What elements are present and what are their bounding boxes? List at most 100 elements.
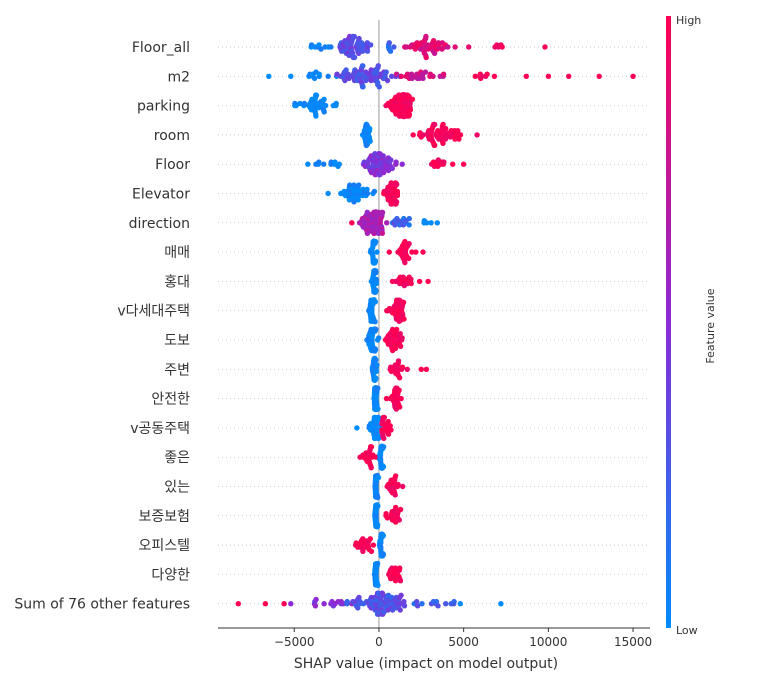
shap-dot	[392, 345, 399, 352]
shap-dot	[430, 38, 437, 44]
shap-dot	[479, 73, 485, 80]
shap-dot	[374, 362, 380, 368]
shap-dot	[373, 368, 380, 375]
shap-dot	[395, 358, 402, 364]
feature-label: 주변	[164, 362, 190, 378]
shap-dot	[545, 73, 552, 80]
shap-dot	[397, 565, 403, 571]
shap-dot	[386, 249, 392, 255]
shap-dot	[408, 280, 414, 287]
shap-dot	[316, 42, 322, 48]
shap-dot	[406, 222, 412, 228]
shap-dot	[356, 35, 362, 42]
feature-label: 보증보험	[138, 509, 190, 525]
shap-dot	[288, 601, 294, 607]
shap-dot	[455, 128, 461, 134]
shap-dot	[456, 136, 462, 142]
shap-dot	[542, 44, 548, 50]
shap-dot	[367, 536, 373, 542]
shap-dot	[373, 239, 379, 245]
shap-dot	[457, 601, 463, 607]
shap-dot	[392, 492, 398, 498]
shap-dot	[370, 542, 377, 548]
shap-dot	[266, 73, 272, 80]
shap-dot	[386, 305, 393, 312]
shap-dot	[423, 33, 429, 40]
shap-dot	[380, 153, 386, 159]
shap-dot	[323, 102, 329, 109]
shap-dot	[368, 465, 374, 471]
feature-label: m2	[167, 69, 190, 85]
shap-dot	[474, 132, 480, 138]
shap-dot	[356, 182, 362, 188]
feature-label: 안전한	[151, 392, 190, 408]
shap-dot	[318, 46, 324, 52]
shap-dot	[457, 132, 464, 138]
shap-dot	[398, 592, 404, 598]
shap-dot	[383, 69, 389, 75]
shap-dot	[451, 598, 457, 605]
x-axis: −5000 0 5000 10000 15000	[218, 627, 652, 649]
shap-dot	[371, 188, 378, 195]
colorbar-gradient	[666, 16, 671, 628]
shap-dot	[423, 366, 430, 372]
shap-dot	[328, 44, 334, 50]
shap-dot	[435, 157, 441, 163]
shap-dot	[332, 159, 338, 165]
shap-dot	[435, 603, 441, 609]
feature-label: Elevator	[132, 187, 190, 203]
shap-dot	[413, 249, 419, 255]
x-axis-title: SHAP value (impact on model output)	[294, 656, 558, 672]
shap-dot	[393, 504, 399, 511]
shap-dot	[375, 63, 381, 69]
shap-dot	[419, 601, 425, 607]
shap-dot	[499, 44, 505, 50]
shap-dot	[321, 601, 327, 607]
shap-dot	[321, 109, 327, 115]
shap-dot	[394, 188, 401, 195]
shap-dot	[354, 425, 360, 431]
shap-dot	[368, 42, 374, 48]
shap-dot	[397, 506, 404, 513]
shap-dot	[374, 522, 381, 528]
shap-dot	[376, 335, 382, 341]
shap-dot	[375, 582, 381, 589]
shap-dot	[372, 347, 379, 353]
shap-dot	[380, 444, 387, 450]
shap-dot	[418, 366, 424, 372]
shap-dot	[368, 548, 375, 555]
shap-dot	[397, 578, 404, 584]
shap-dot	[336, 161, 342, 167]
shap-dot	[373, 276, 379, 282]
shap-dot	[394, 181, 400, 187]
shap-dot	[406, 255, 412, 262]
shap-dot	[316, 159, 322, 165]
shap-dot	[333, 100, 339, 107]
feature-labels: Floor_all m2 parking room Floor Elevator direc…	[14, 40, 190, 613]
shap-dot	[484, 71, 490, 77]
shap-dot	[399, 335, 405, 341]
shap-dot	[409, 96, 416, 103]
shap-dot	[372, 299, 378, 305]
shap-dot	[364, 190, 371, 197]
feature-label: 있는	[164, 480, 190, 496]
feature-label: room	[154, 128, 190, 144]
shap-dot	[420, 132, 427, 138]
shap-dot	[441, 159, 447, 165]
shap-dot	[375, 406, 381, 412]
shap-dot	[460, 161, 467, 167]
shap-dot	[381, 169, 387, 176]
shap-dot	[363, 77, 369, 84]
shap-dot	[406, 241, 412, 247]
shap-dot	[367, 138, 373, 144]
shap-dot	[393, 159, 399, 165]
shap-dot	[398, 73, 404, 80]
shap-dot	[472, 73, 478, 80]
shap-dot	[313, 92, 320, 98]
feature-label: 홍대	[164, 274, 190, 290]
shap-dot	[343, 67, 349, 73]
shap-dot	[364, 186, 370, 192]
colorbar: High Low Feature value	[666, 14, 717, 637]
feature-label: 오피스텔	[138, 538, 190, 554]
